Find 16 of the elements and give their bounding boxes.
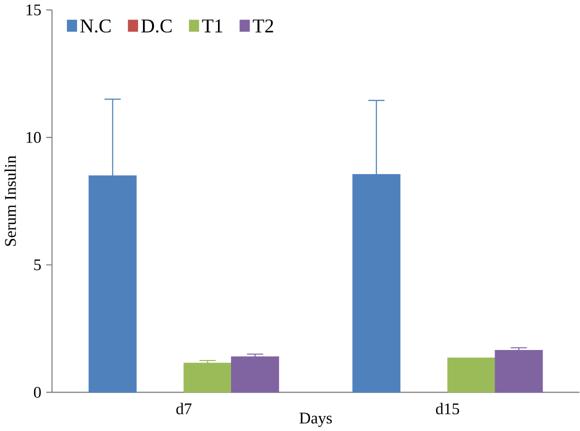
legend-label: T2: [252, 19, 274, 32]
bar: [447, 357, 496, 392]
x-tick-label: d7: [176, 402, 192, 414]
bar: [231, 356, 280, 392]
legend-label: N.C: [80, 19, 111, 32]
bar: [184, 362, 232, 392]
y-tick-label: 5: [34, 259, 41, 270]
y-axis-title: Serum Insulin: [4, 155, 16, 246]
y-tick-label: 10: [26, 132, 41, 143]
legend-label: T1: [202, 19, 222, 32]
y-tick-label: 0: [34, 386, 41, 398]
legend-label: D.C: [141, 19, 172, 32]
bar: [494, 350, 543, 392]
x-axis-title: Days: [300, 412, 332, 427]
y-tick-label: 15: [26, 4, 41, 16]
x-tick-label: d15: [436, 402, 460, 414]
